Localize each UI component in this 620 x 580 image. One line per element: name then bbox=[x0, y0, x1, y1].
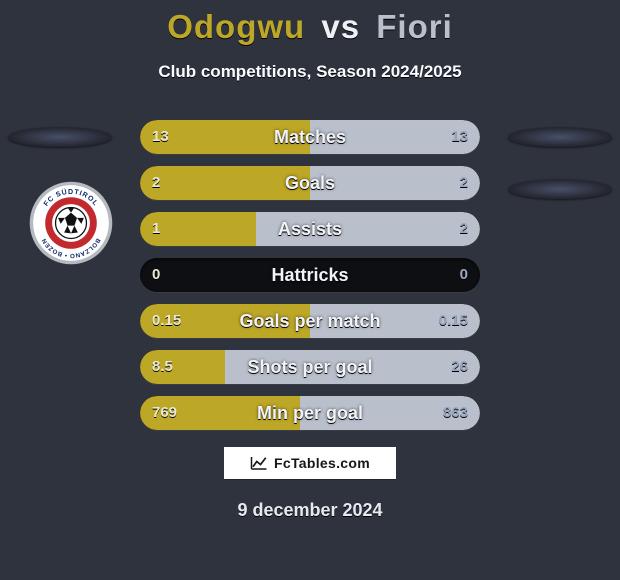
stat-value-left: 769 bbox=[152, 396, 177, 430]
club-crest: FC SÜDTIROL BOLZANO • BOZEN bbox=[28, 180, 114, 266]
stat-bar: Assists1 2 bbox=[140, 212, 480, 246]
stat-value-right: 2 bbox=[460, 212, 468, 246]
stat-label: Matches bbox=[140, 120, 480, 154]
stat-value-right: 0 bbox=[460, 258, 468, 292]
stat-value-right: 13 bbox=[451, 120, 468, 154]
stat-label: Shots per goal bbox=[140, 350, 480, 384]
stat-value-left: 8.5 bbox=[152, 350, 173, 384]
stat-label: Min per goal bbox=[140, 396, 480, 430]
date-stamp: 9 december 2024 bbox=[0, 500, 620, 521]
stat-value-right: 0.15 bbox=[439, 304, 468, 338]
comparison-card: Odogwu vs Fiori Club competitions, Seaso… bbox=[0, 0, 620, 580]
avatar-placeholder-left bbox=[8, 127, 112, 147]
stat-value-left: 2 bbox=[152, 166, 160, 200]
stat-value-left: 0.15 bbox=[152, 304, 181, 338]
stat-label: Goals per match bbox=[140, 304, 480, 338]
stat-label: Assists bbox=[140, 212, 480, 246]
stat-bar: Hattricks0 0 bbox=[140, 258, 480, 292]
page-title: Odogwu vs Fiori bbox=[0, 8, 620, 46]
stat-label: Hattricks bbox=[140, 258, 480, 292]
player-1-name: Odogwu bbox=[167, 8, 305, 45]
stat-value-left: 13 bbox=[152, 120, 169, 154]
avatar-placeholder-right-2 bbox=[508, 179, 612, 199]
stat-bar: Shots per goal8.5 26 bbox=[140, 350, 480, 384]
avatar-placeholder-right bbox=[508, 127, 612, 147]
stat-bar: Goals per match0.15 0.15 bbox=[140, 304, 480, 338]
stat-value-right: 26 bbox=[451, 350, 468, 384]
stat-bar: Min per goal769 863 bbox=[140, 396, 480, 430]
branding-badge[interactable]: FcTables.com bbox=[224, 447, 396, 479]
stat-bars: Matches1313Goals22Assists12Hattricks00Go… bbox=[140, 120, 480, 442]
stat-label: Goals bbox=[140, 166, 480, 200]
subtitle: Club competitions, Season 2024/2025 bbox=[0, 62, 620, 82]
vs-label: vs bbox=[321, 8, 360, 45]
stat-value-right: 2 bbox=[460, 166, 468, 200]
branding-text: FcTables.com bbox=[274, 455, 370, 471]
stat-bar: Matches13 13 bbox=[140, 120, 480, 154]
stat-value-right: 863 bbox=[443, 396, 468, 430]
stat-value-left: 1 bbox=[152, 212, 160, 246]
stat-bar: Goals2 2 bbox=[140, 166, 480, 200]
stat-value-left: 0 bbox=[152, 258, 160, 292]
chart-icon bbox=[250, 455, 268, 471]
player-2-name: Fiori bbox=[376, 8, 453, 45]
